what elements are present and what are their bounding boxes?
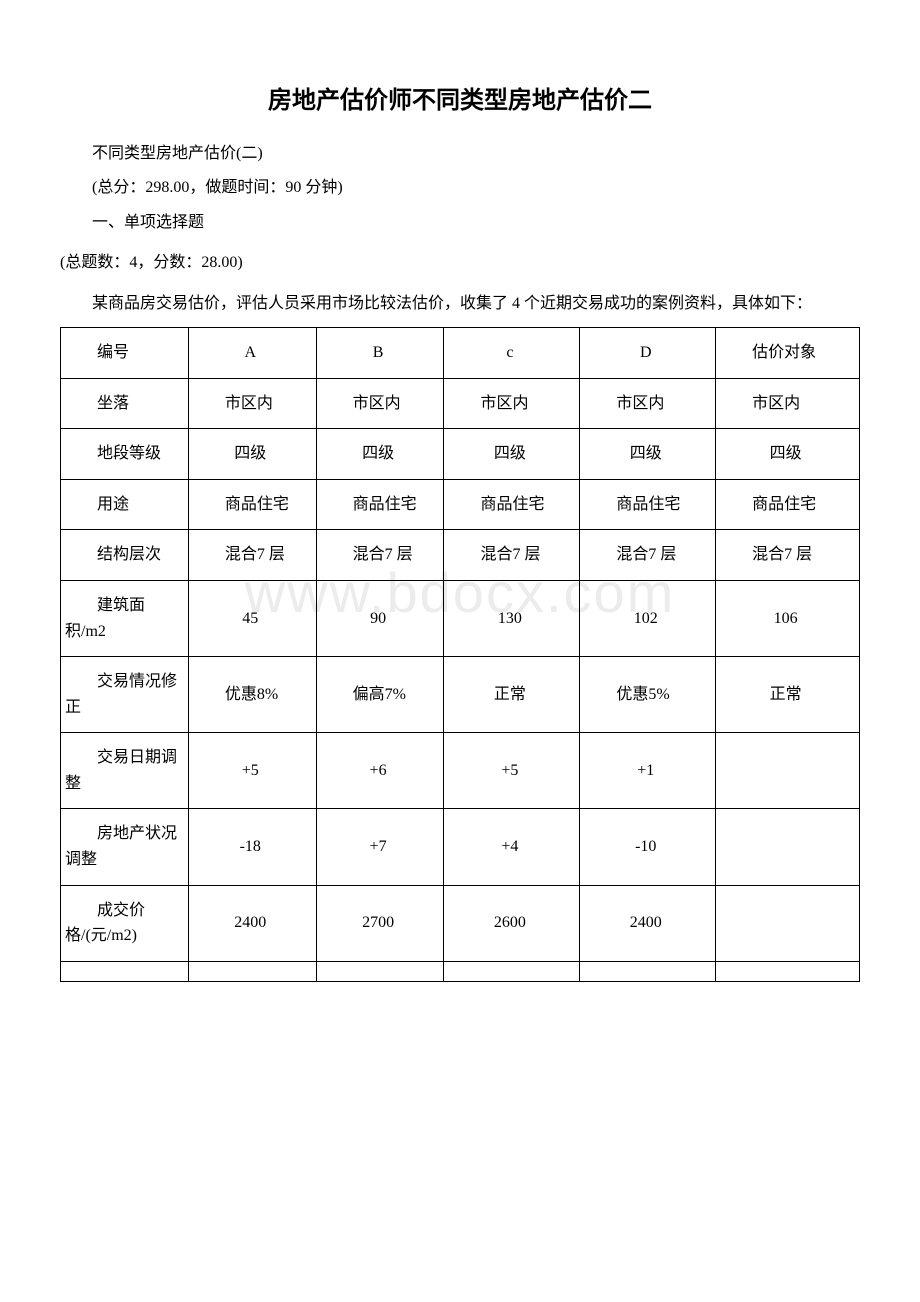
table-cell: 四级 bbox=[188, 429, 316, 480]
table-row-label: 交易情况修正 bbox=[61, 657, 189, 733]
table-cell: 混合7 层 bbox=[580, 530, 716, 581]
table-cell: 商品住宅 bbox=[316, 479, 444, 530]
table-cell: 市区内 bbox=[444, 378, 580, 429]
table-cell: 市区内 bbox=[316, 378, 444, 429]
table-row-label: 坐落 bbox=[61, 378, 189, 429]
section-heading: 一、单项选择题 bbox=[60, 208, 860, 238]
table-cell: 130 bbox=[444, 580, 580, 656]
table-cell: 混合7 层 bbox=[316, 530, 444, 581]
table-row-label: 成交价格/(元/m2) bbox=[61, 885, 189, 961]
table-cell: 正常 bbox=[716, 657, 860, 733]
table-header-cell: B bbox=[316, 327, 444, 378]
table-empty-cell bbox=[316, 961, 444, 981]
table-cell bbox=[716, 809, 860, 885]
table-row: 用途商品住宅商品住宅商品住宅商品住宅商品住宅 bbox=[61, 479, 860, 530]
score-line: (总分：298.00，做题时间：90 分钟) bbox=[60, 173, 860, 203]
table-cell: 商品住宅 bbox=[716, 479, 860, 530]
table-cell: 2400 bbox=[188, 885, 316, 961]
table-cell: 90 bbox=[316, 580, 444, 656]
table-cell: 混合7 层 bbox=[444, 530, 580, 581]
table-cell: 商品住宅 bbox=[444, 479, 580, 530]
table-cell: +7 bbox=[316, 809, 444, 885]
document-content: 房地产估价师不同类型房地产估价二 不同类型房地产估价(二) (总分：298.00… bbox=[60, 80, 860, 982]
table-cell: +5 bbox=[444, 733, 580, 809]
table-cell: 优惠5% bbox=[580, 657, 716, 733]
subtitle: 不同类型房地产估价(二) bbox=[60, 139, 860, 169]
table-header-cell: c bbox=[444, 327, 580, 378]
page-title: 房地产估价师不同类型房地产估价二 bbox=[60, 80, 860, 115]
table-empty-cell bbox=[580, 961, 716, 981]
table-row-label: 结构层次 bbox=[61, 530, 189, 581]
table-cell: 优惠8% bbox=[188, 657, 316, 733]
table-row-label: 交易日期调整 bbox=[61, 733, 189, 809]
table-cell: 市区内 bbox=[716, 378, 860, 429]
table-cell bbox=[716, 733, 860, 809]
table-cell: +6 bbox=[316, 733, 444, 809]
table-cell: 2700 bbox=[316, 885, 444, 961]
table-cell: 四级 bbox=[316, 429, 444, 480]
table-cell: +1 bbox=[580, 733, 716, 809]
table-cell: -18 bbox=[188, 809, 316, 885]
table-row: 房地产状况调整-18+7+4-10 bbox=[61, 809, 860, 885]
table-cell: 混合7 层 bbox=[188, 530, 316, 581]
table-cell: 2600 bbox=[444, 885, 580, 961]
table-row: 地段等级四级四级四级四级四级 bbox=[61, 429, 860, 480]
table-row: 交易日期调整+5+6+5+1 bbox=[61, 733, 860, 809]
table-cell: 102 bbox=[580, 580, 716, 656]
table-row-label: 用途 bbox=[61, 479, 189, 530]
table-cell: 正常 bbox=[444, 657, 580, 733]
table-row: 交易情况修正优惠8%偏高7%正常优惠5%正常 bbox=[61, 657, 860, 733]
table-header-cell: 估价对象 bbox=[716, 327, 860, 378]
table-cell: 商品住宅 bbox=[188, 479, 316, 530]
table-cell: 四级 bbox=[716, 429, 860, 480]
table-empty-cell bbox=[444, 961, 580, 981]
table-cell: 市区内 bbox=[188, 378, 316, 429]
table-header-cell: D bbox=[580, 327, 716, 378]
table-row: 结构层次混合7 层混合7 层混合7 层混合7 层混合7 层 bbox=[61, 530, 860, 581]
table-row: 坐落市区内市区内市区内市区内市区内 bbox=[61, 378, 860, 429]
table-header-row: 编号ABcD估价对象 bbox=[61, 327, 860, 378]
table-cell: 偏高7% bbox=[316, 657, 444, 733]
question-intro: 某商品房交易估价，评估人员采用市场比较法估价，收集了 4 个近期交易成功的案例资… bbox=[60, 289, 860, 319]
table-empty-cell bbox=[188, 961, 316, 981]
table-cell: 商品住宅 bbox=[580, 479, 716, 530]
table-row-label: 建筑面积/m2 bbox=[61, 580, 189, 656]
table-header-cell: A bbox=[188, 327, 316, 378]
table-cell: 2400 bbox=[580, 885, 716, 961]
table-cell: 四级 bbox=[580, 429, 716, 480]
table-cell: +4 bbox=[444, 809, 580, 885]
table-cell: 混合7 层 bbox=[716, 530, 860, 581]
table-empty-cell bbox=[716, 961, 860, 981]
table-empty-row bbox=[61, 961, 860, 981]
table-cell: 106 bbox=[716, 580, 860, 656]
table-cell: 四级 bbox=[444, 429, 580, 480]
table-cell: 45 bbox=[188, 580, 316, 656]
table-cell bbox=[716, 885, 860, 961]
total-info: (总题数：4，分数：28.00) bbox=[60, 248, 860, 278]
data-table: 编号ABcD估价对象坐落市区内市区内市区内市区内市区内地段等级四级四级四级四级四… bbox=[60, 327, 860, 982]
table-cell: -10 bbox=[580, 809, 716, 885]
table-empty-cell bbox=[61, 961, 189, 981]
table-row: 建筑面积/m24590130102106 bbox=[61, 580, 860, 656]
table-cell: 市区内 bbox=[580, 378, 716, 429]
table-row: 成交价格/(元/m2)2400270026002400 bbox=[61, 885, 860, 961]
table-row-label: 房地产状况调整 bbox=[61, 809, 189, 885]
table-cell: +5 bbox=[188, 733, 316, 809]
table-header-cell: 编号 bbox=[61, 327, 189, 378]
table-row-label: 地段等级 bbox=[61, 429, 189, 480]
